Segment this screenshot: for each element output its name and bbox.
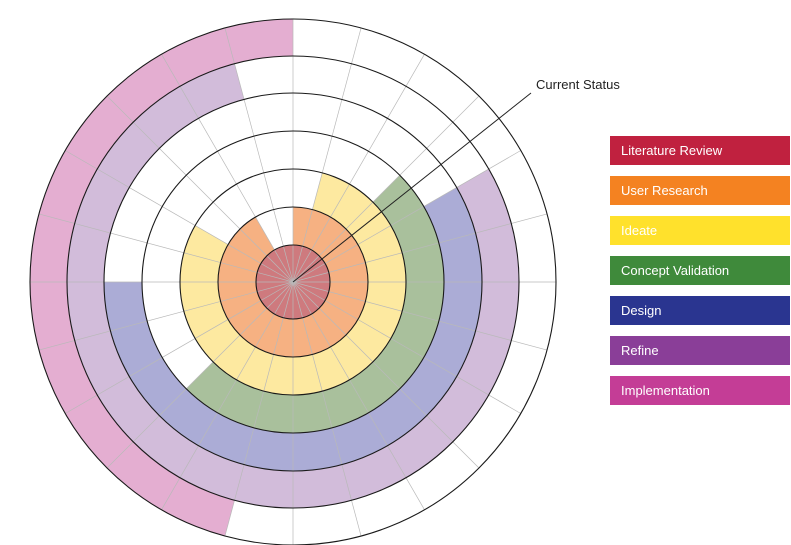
legend-item-ideate: Ideate (610, 216, 790, 245)
legend-item-design: Design (610, 296, 790, 325)
sector-divider (65, 150, 294, 283)
sector-divider (292, 281, 425, 510)
phase-band-ideate (179, 172, 406, 396)
ring-outline (103, 92, 483, 472)
current-status-pointer (292, 92, 532, 283)
legend-item-implementation: Implementation (610, 376, 790, 405)
ring-outline (179, 168, 407, 396)
ring-outline (141, 130, 445, 434)
sector-divider (224, 27, 294, 283)
sector-divider (224, 281, 294, 537)
ring-outline (255, 244, 331, 320)
sector-divider (292, 281, 521, 414)
sector-divider (292, 281, 480, 469)
current-status-label: Current Status (536, 77, 620, 92)
phase-band-implementation (30, 19, 294, 537)
legend-item-user-research: User Research (610, 176, 790, 205)
sector-divider (292, 54, 425, 283)
sector-divider (38, 213, 294, 283)
ring-outline (217, 206, 369, 358)
sector-divider (38, 281, 294, 351)
sector-divider (106, 281, 294, 469)
ring-outline (29, 18, 557, 545)
sector-divider (292, 27, 362, 283)
sector-divider (292, 150, 521, 283)
legend: Literature Review User Research Ideate C… (610, 136, 791, 416)
sector-divider (292, 213, 548, 283)
ring-outline (66, 55, 520, 509)
legend-item-literature-review: Literature Review (610, 136, 790, 165)
legend-item-concept-validation: Concept Validation (610, 256, 790, 285)
sector-divider (161, 281, 294, 510)
sector-divider (161, 54, 294, 283)
sector-divider (106, 95, 294, 283)
sector-divider (292, 281, 362, 537)
sector-divider (292, 95, 480, 283)
sector-divider (292, 281, 548, 351)
legend-item-refine: Refine (610, 336, 790, 365)
sector-divider (65, 281, 294, 414)
